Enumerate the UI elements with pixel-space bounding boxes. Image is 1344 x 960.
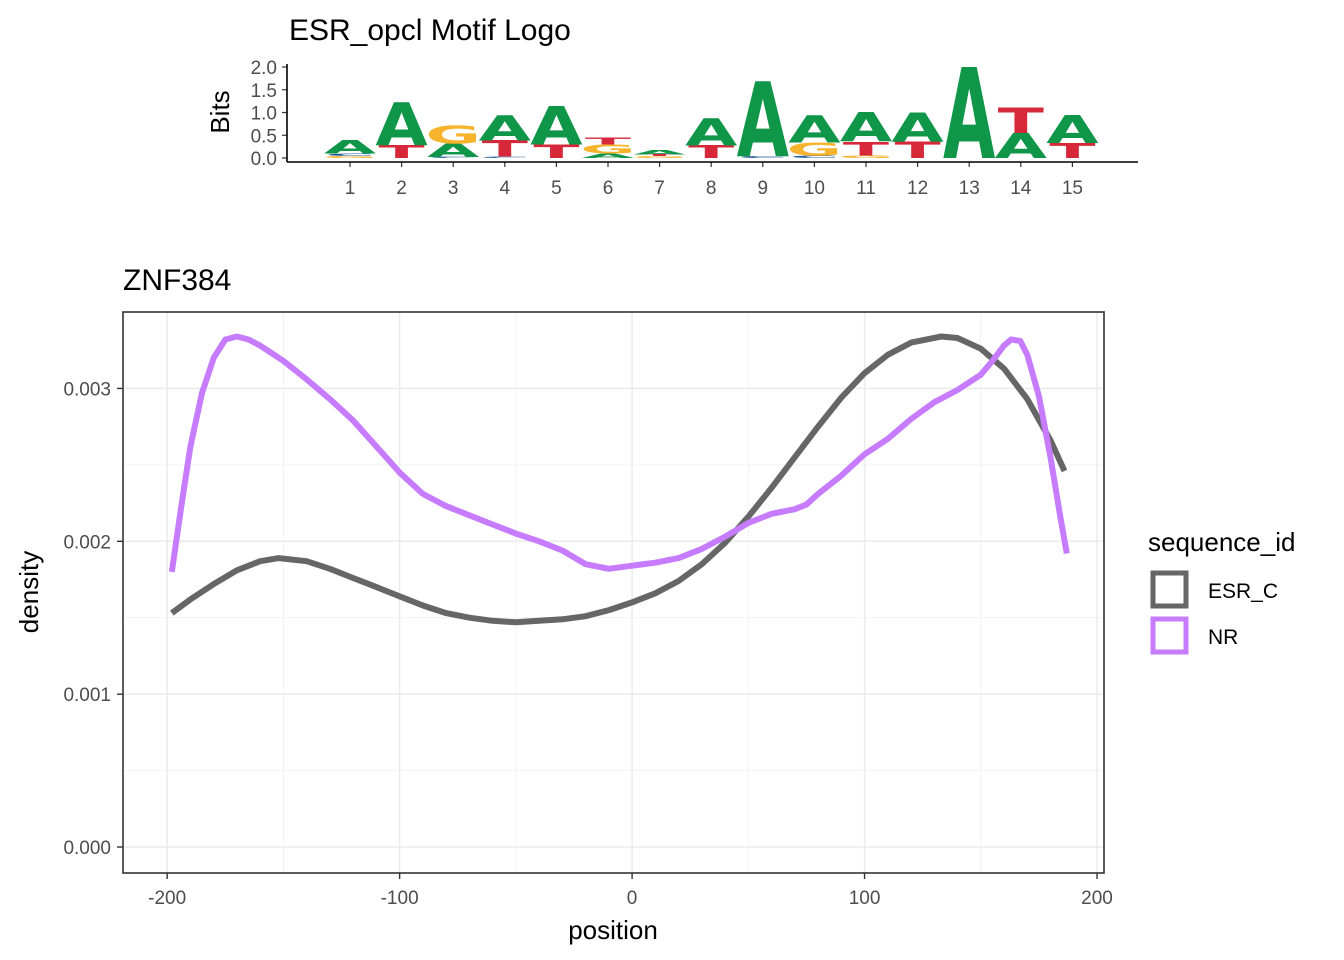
logo-letter-A: A (1046, 107, 1099, 152)
series-line-NR (168, 333, 1070, 573)
legend-label: NR (1208, 626, 1238, 649)
logo-x-tick-label: 5 (551, 178, 562, 199)
logo-letter-C: C (480, 156, 530, 158)
logo-letter-C: C (428, 157, 478, 158)
logo-x-tick-label: 14 (1010, 178, 1032, 199)
logo-x-tick-label: 8 (706, 178, 717, 199)
motif-logo-panel: ESR_opcl Motif Logo Bits 2.01.51.00.50.0… (205, 14, 1138, 199)
y-axis-label: density (14, 551, 44, 633)
logo-x-tick-label: 9 (758, 178, 769, 199)
logo-letter-A: A (995, 126, 1048, 166)
y-tick-label: 0.001 (63, 685, 111, 706)
chart-title: ZNF384 (123, 264, 231, 297)
logo-letter-T: T (688, 142, 735, 162)
y-tick-label: 0.003 (63, 379, 111, 400)
x-tick-label: 0 (627, 888, 638, 909)
x-tick-label: 100 (849, 888, 881, 909)
logo-letter-A: A (891, 105, 943, 152)
logo-letter-A: A (427, 140, 480, 162)
logo-y-tick-label: 0.5 (251, 126, 277, 147)
logo-letter-G: G (580, 142, 636, 156)
x-tick-label: 200 (1081, 888, 1113, 909)
logo-x-tick-label: 11 (856, 178, 876, 199)
logo-letter-G: G (838, 155, 894, 159)
series-line-ESR_C (170, 333, 1068, 626)
logo-y-axis-label: Bits (205, 90, 235, 133)
logo-letter-G: G (322, 156, 378, 159)
logo-letter-A: A (737, 60, 789, 181)
logo-letter-G: G (425, 121, 481, 150)
logo-letter-T: T (482, 136, 528, 162)
logo-letter-C: C (325, 153, 375, 157)
legend-items: ESR_C NR (1150, 570, 1278, 655)
logo-letter-A: A (788, 108, 841, 152)
logo-letter-A: A (324, 136, 377, 158)
logo-y-tick-label: 2.0 (251, 58, 277, 79)
logo-letter-A: A (375, 90, 427, 159)
legend-title: sequence_id (1148, 527, 1295, 557)
logo-letter-T: T (843, 138, 889, 160)
logo-x-tick-label: 7 (654, 178, 665, 199)
logo-x-tick-label: 10 (804, 178, 825, 199)
logo-y-tick-label: 1.5 (251, 81, 277, 102)
legend-label: ESR_C (1208, 580, 1278, 603)
logo-letter-T: T (379, 142, 426, 162)
logo-letter-T: T (895, 138, 941, 164)
logo-letter-C: C (790, 155, 840, 159)
chart-series (168, 333, 1070, 626)
x-axis-ticks: -200 -100 0 100 200 (148, 873, 1113, 909)
logo-x-tick-label: 13 (959, 178, 980, 199)
logo-x-tick-label: 15 (1062, 178, 1083, 199)
logo-letter-A: A (582, 152, 634, 159)
x-axis-label: position (568, 915, 658, 945)
logo-x-tick-label: 4 (500, 178, 511, 199)
x-tick-label: -200 (148, 888, 186, 909)
logo-letter-A: A (840, 105, 892, 152)
logo-x-ticks: 1 2 3 4 5 6 7 8 9 10 11 12 13 14 15 (345, 162, 1083, 199)
x-tick-label: -100 (381, 888, 419, 909)
logo-y-tick-label: 1.0 (251, 104, 277, 125)
chart-gridlines (123, 312, 1104, 873)
logo-letter-C: C (738, 156, 788, 159)
logo-letter-G: G (787, 139, 843, 159)
logo-x-tick-label: 1 (345, 178, 356, 199)
legend-key-NR (1150, 616, 1189, 655)
logo-letter-T: T (533, 141, 579, 163)
logo-letter-A: A (633, 149, 685, 156)
logo-x-tick-label: 6 (603, 178, 614, 199)
logo-letter-A: A (479, 109, 532, 149)
legend-key-ESR_C (1150, 570, 1189, 609)
density-chart-panel: ZNF384 0.000 0.001 0.002 0.003 -200 -100 0 100… (14, 264, 1113, 945)
logo-letter-A: A (530, 96, 582, 157)
y-tick-label: 0.000 (63, 838, 111, 859)
logo-x-tick-label: 2 (396, 178, 407, 199)
logo-y-ticks: 2.01.51.00.50.0 (251, 58, 287, 170)
logo-letter-A: A (685, 110, 738, 154)
logo-title: ESR_opcl Motif Logo (289, 14, 571, 47)
logo-letter-T: T (1049, 139, 1095, 163)
logo-x-tick-label: 3 (448, 178, 459, 199)
plot-panel-border (122, 311, 1105, 874)
logo-letter-T: T (637, 154, 684, 157)
logo-letter-T: T (998, 101, 1045, 141)
logo-y-tick-label: 0.0 (251, 149, 277, 170)
logo-letter-T: T (585, 136, 631, 147)
legend: sequence_id ESR_C NR (1148, 527, 1295, 655)
logo-letter-G: G (632, 156, 688, 159)
y-tick-label: 0.002 (63, 532, 111, 553)
logo-x-tick-label: 12 (907, 178, 928, 199)
y-axis-ticks: 0.000 0.001 0.002 0.003 (63, 379, 123, 859)
